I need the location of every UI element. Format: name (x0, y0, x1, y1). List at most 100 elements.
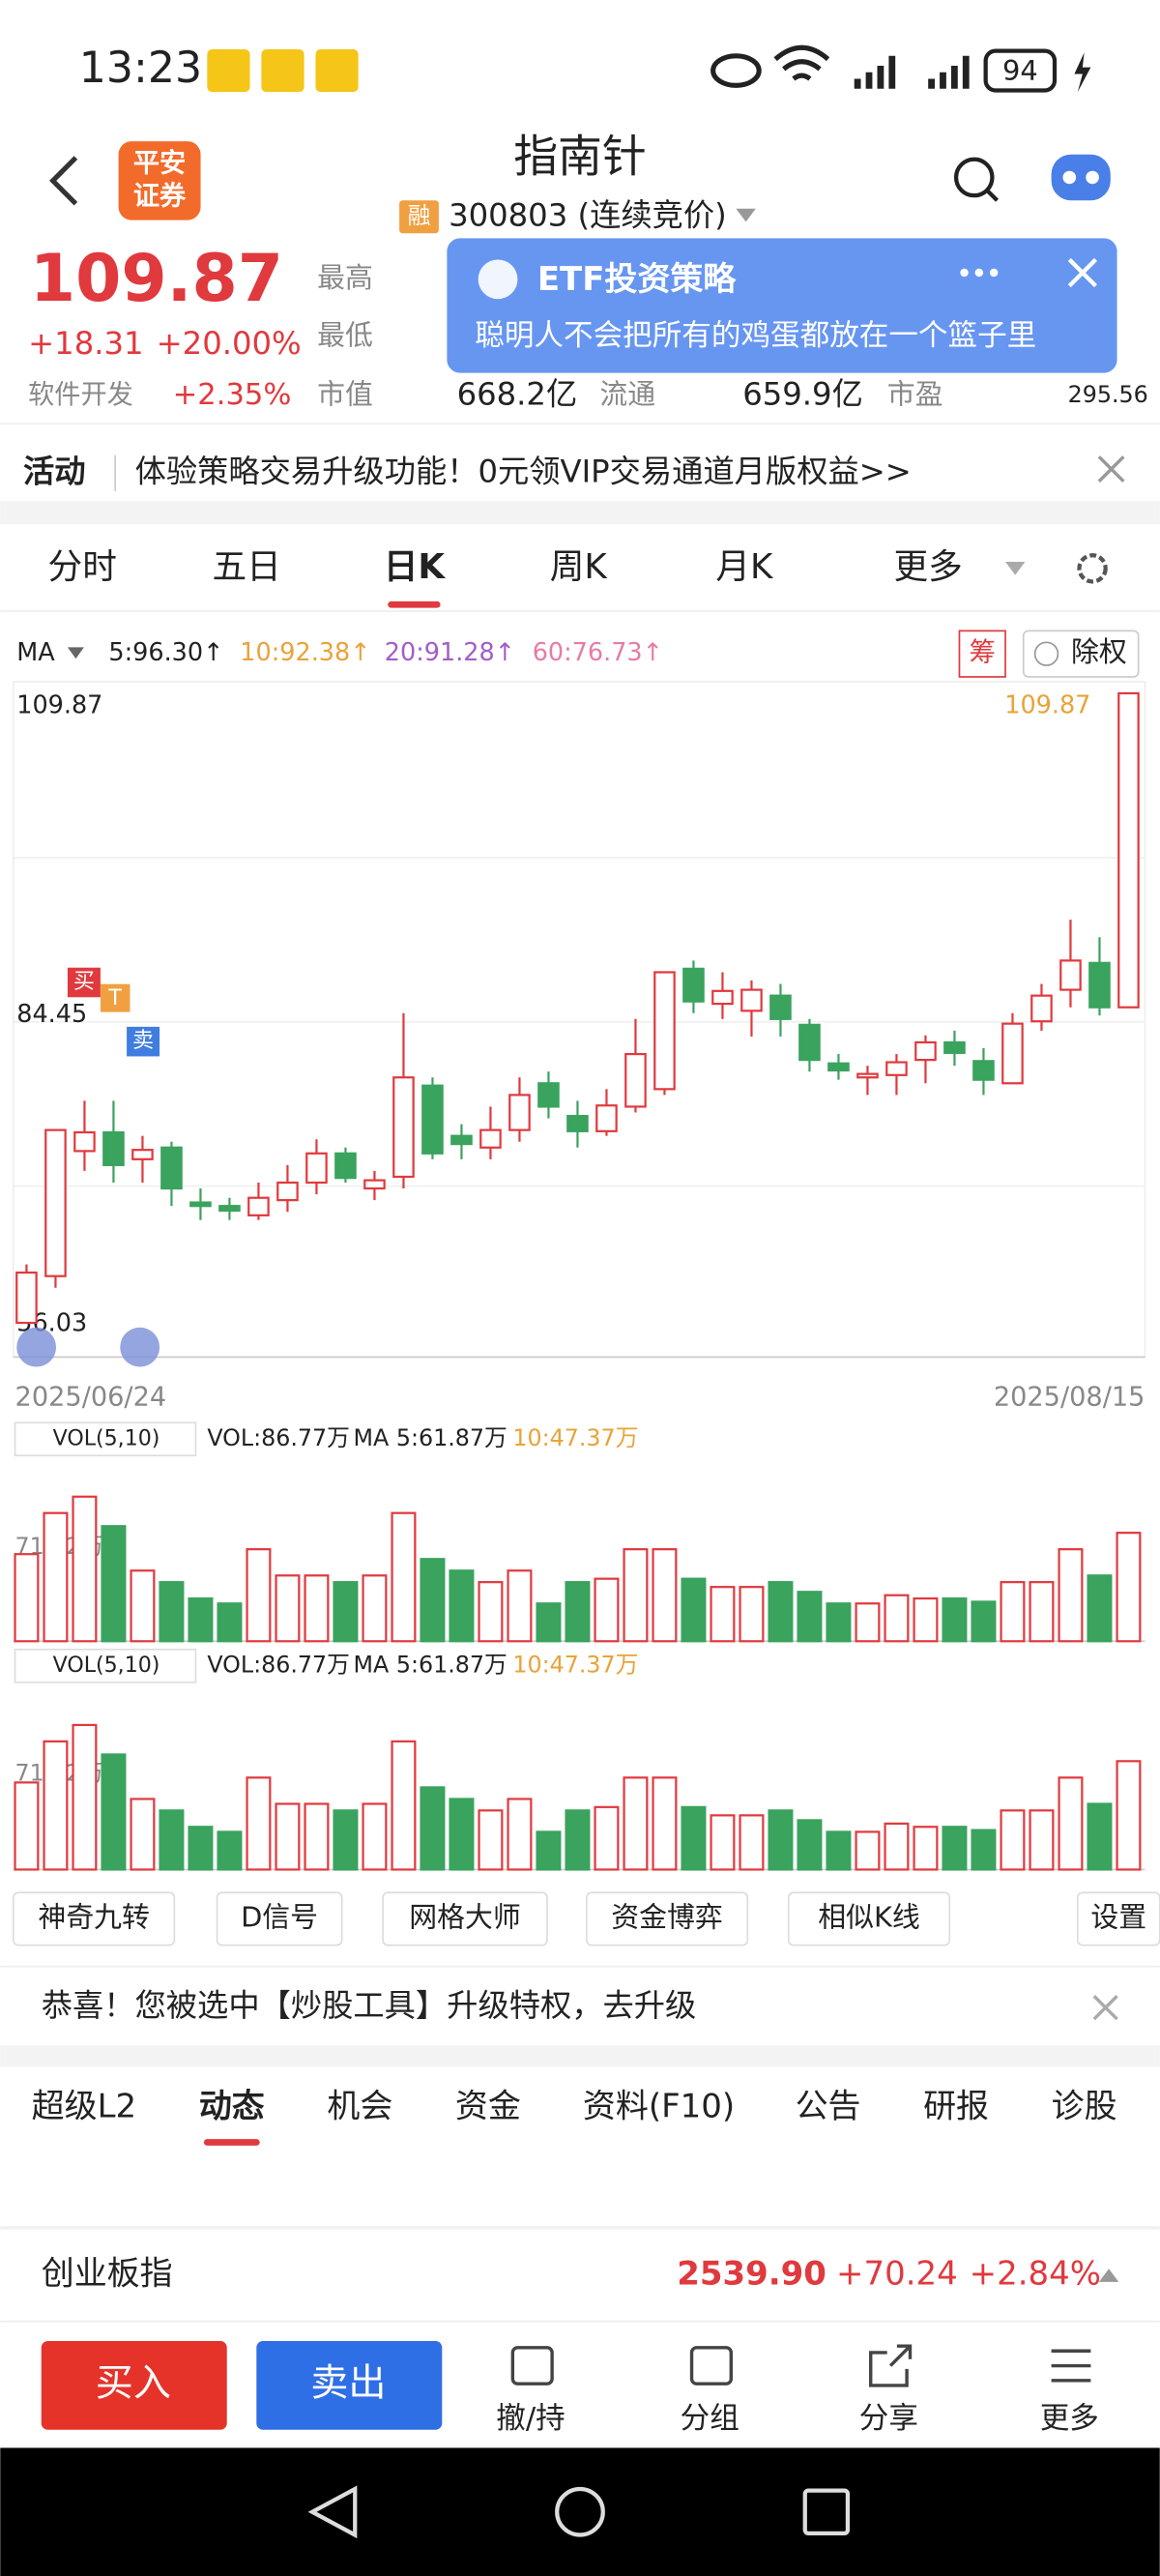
vol-value: VOL:86.77万 (207, 1651, 350, 1678)
marker-text: 买 (73, 970, 95, 994)
candle-body (334, 1152, 357, 1180)
period-tab[interactable]: 日K (384, 547, 447, 587)
popup-icon (478, 259, 518, 300)
ma-dropdown[interactable] (67, 647, 84, 659)
candle-body (595, 1104, 618, 1132)
volume-bar (478, 1581, 504, 1643)
chip-button[interactable] (958, 629, 1006, 678)
candle-body (305, 1152, 328, 1185)
price-label: 109.87 (16, 691, 102, 720)
action-label[interactable]: 分享 (859, 2402, 918, 2436)
vol-label: VOL(5,10) (53, 1426, 160, 1450)
price-change-pct: +20.00% (157, 325, 302, 362)
info-tab[interactable]: 资料(F10) (583, 2087, 735, 2125)
marker-text: 卖 (132, 1029, 154, 1053)
sector: 软件开发 (28, 380, 133, 410)
volume-bar (1000, 1581, 1026, 1643)
fullscreen-button[interactable] (120, 1327, 160, 1367)
volume-bar (768, 1809, 794, 1871)
buy-button[interactable] (41, 2341, 227, 2430)
tool-label: 神奇九转 (38, 1900, 150, 1933)
candle-body (769, 994, 792, 1020)
back-button[interactable] (49, 156, 78, 206)
info-tab[interactable]: 动态 (199, 2087, 265, 2125)
volume-bar (391, 1740, 417, 1871)
popup-close[interactable] (1067, 257, 1097, 288)
info-tab[interactable]: 超级L2 (32, 2087, 136, 2125)
volume-bar (1000, 1809, 1026, 1871)
popup[interactable] (447, 238, 1117, 373)
candle-body (566, 1115, 589, 1132)
period-tab[interactable]: 周K (550, 547, 609, 587)
info-tab[interactable]: 资金 (455, 2087, 521, 2125)
volume-bar (942, 1596, 968, 1643)
volume-bar (739, 1814, 765, 1871)
promo-banner[interactable]: 恭喜！您被选中【炒股工具】升级特权，去升级 (42, 1987, 697, 2024)
volume-bar (188, 1826, 214, 1871)
settings-button[interactable] (1077, 553, 1108, 584)
banner-close[interactable] (1092, 1995, 1118, 2021)
tool-button[interactable] (216, 1891, 343, 1947)
period-tab[interactable]: 更多 (894, 547, 963, 587)
battery (983, 48, 1058, 93)
tool-button[interactable] (787, 1891, 951, 1947)
stock-name: 指南针 (513, 130, 647, 182)
dropdown-icon[interactable] (736, 208, 756, 222)
expand-arrow[interactable] (1098, 2269, 1119, 2282)
legend-box[interactable] (14, 1421, 197, 1457)
volume-bar (333, 1581, 359, 1643)
info-tab[interactable]: 研报 (923, 2087, 989, 2125)
nav-back[interactable] (307, 2485, 358, 2539)
float-cap: 659.9亿 (742, 375, 863, 412)
market-cap: 668.2亿 (457, 375, 578, 412)
legend-box[interactable] (14, 1648, 197, 1683)
candle-body (885, 1061, 908, 1076)
ma-item: 5:96.30↑ (108, 638, 223, 667)
volume-bar (1058, 1548, 1084, 1643)
volume-bar (449, 1569, 475, 1643)
candle-body (653, 971, 676, 1091)
action-label[interactable]: 撤/持 (496, 2402, 565, 2436)
tool-label: 设置 (1090, 1900, 1146, 1933)
info-tab[interactable]: 公告 (796, 2087, 861, 2125)
candle-body (73, 1130, 96, 1153)
tool-label: 资金博弈 (611, 1900, 723, 1933)
tool-label: D信号 (241, 1900, 318, 1933)
info-tab[interactable]: 诊股 (1052, 2087, 1117, 2125)
ma-label: MA (16, 638, 55, 667)
activity-close[interactable] (1097, 455, 1125, 483)
nav-home[interactable] (555, 2486, 605, 2537)
popup-dot (974, 268, 984, 278)
tool-button[interactable] (585, 1891, 749, 1947)
volume-bar (826, 1602, 852, 1643)
assistant-button[interactable] (1051, 154, 1111, 201)
sell-button[interactable] (256, 2341, 443, 2430)
info-tab[interactable]: 机会 (327, 2087, 392, 2125)
index-value: 2539.90 (677, 2255, 826, 2294)
action-label[interactable]: 分组 (681, 2402, 740, 2436)
tool-button[interactable] (382, 1891, 548, 1947)
activity-label: 活动 (23, 453, 86, 489)
volume-bar (797, 1819, 823, 1871)
candle-body (15, 1271, 38, 1325)
app-icon (207, 48, 250, 93)
period-tab[interactable]: 分时 (48, 547, 117, 587)
nav-recent[interactable] (802, 2488, 851, 2535)
volume-bar (884, 1822, 910, 1871)
pe-ratio: 295.56 (1068, 381, 1148, 408)
period-tab[interactable]: 月K (715, 547, 774, 587)
scroll-button[interactable] (16, 1327, 57, 1367)
info-icon (1033, 641, 1059, 666)
volume-bar (130, 1798, 156, 1871)
adjust-button[interactable] (1022, 629, 1140, 678)
volume-bar (913, 1826, 939, 1871)
volume-bar (43, 1511, 69, 1643)
price-label: 84.45 (16, 1000, 87, 1029)
candle-body (392, 1076, 415, 1179)
activity-text[interactable]: 体验策略交易升级功能！0元领VIP交易通道月版权益>> (135, 453, 912, 489)
tool-button[interactable] (13, 1891, 176, 1947)
status-time: 13:23 (79, 44, 202, 93)
action-label[interactable]: 更多 (1040, 2402, 1099, 2436)
search-button[interactable] (953, 157, 995, 198)
period-tab[interactable]: 五日 (212, 547, 280, 587)
